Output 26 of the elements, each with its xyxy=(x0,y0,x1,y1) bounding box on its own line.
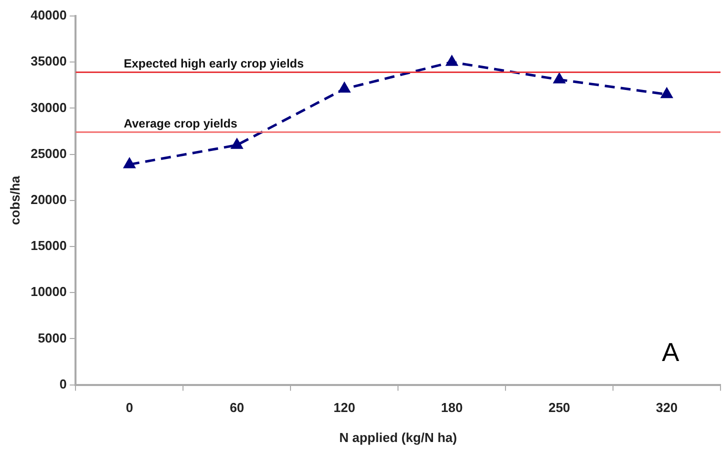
y-axis-title: cobs/ha xyxy=(7,175,22,225)
ref-line-label: Average crop yields xyxy=(124,116,238,130)
y-tick-label: 5000 xyxy=(38,330,67,346)
x-tick-label: 0 xyxy=(126,400,134,416)
y-tick-label: 20000 xyxy=(30,192,67,207)
y-tick-label: 15000 xyxy=(30,238,67,254)
x-tick-label: 250 xyxy=(548,400,570,416)
y-tick-label: 40000 xyxy=(30,8,67,23)
y-tick-label: 10000 xyxy=(30,284,67,300)
point xyxy=(124,158,136,168)
y-tick-label: 35000 xyxy=(30,54,67,69)
y-tick-label: 25000 xyxy=(30,146,67,161)
point xyxy=(446,56,458,66)
y-tick-label: 0 xyxy=(60,376,67,392)
x-axis-title: N applied (kg/N ha) xyxy=(339,430,457,445)
x-tick-label: 120 xyxy=(334,400,356,416)
ref-line-label: Expected high early crop yields xyxy=(124,56,304,71)
x-tick-label: 60 xyxy=(230,400,244,416)
annotation: A xyxy=(662,336,680,367)
point xyxy=(231,138,243,149)
point xyxy=(661,88,672,98)
point xyxy=(554,73,565,84)
y-tick-label: 30000 xyxy=(30,100,67,115)
point xyxy=(338,82,350,93)
x-tick-label: 180 xyxy=(441,400,463,416)
x-tick-label: 320 xyxy=(656,400,678,416)
